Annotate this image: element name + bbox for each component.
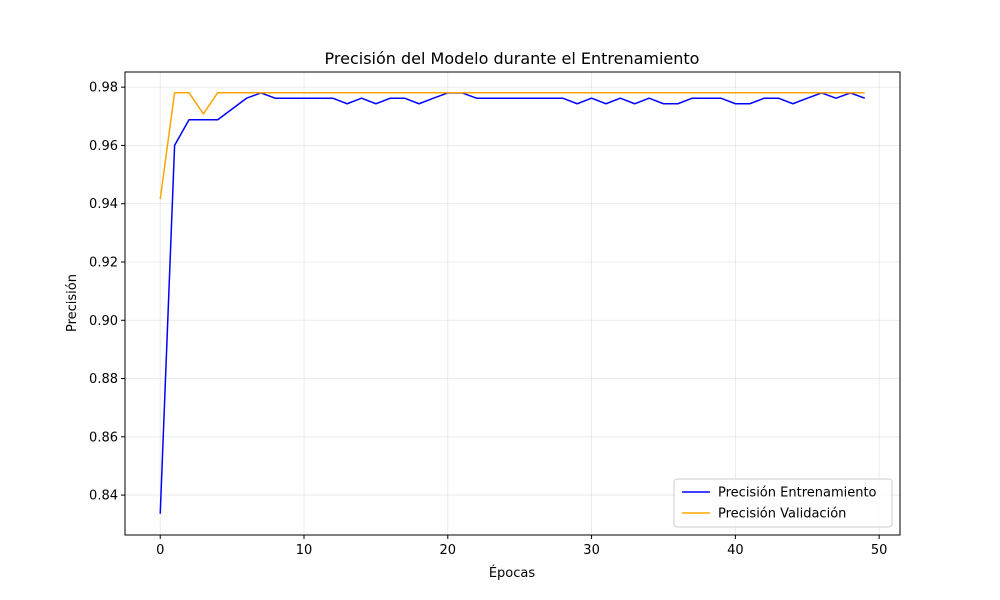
y-tick-label: 0.88 <box>89 372 118 387</box>
x-tick-label: 50 <box>871 543 888 558</box>
series-line-2 <box>159 91 865 200</box>
y-tick-label: 0.98 <box>89 81 118 96</box>
x-tick-label: 10 <box>296 543 313 558</box>
x-tick-label: 30 <box>583 543 600 558</box>
x-tick-label: 20 <box>440 543 457 558</box>
series-line-1 <box>159 92 866 514</box>
legend: Precisión Entrenamiento Precisión Validac… <box>673 478 893 528</box>
x-axis-label: Épocas <box>489 565 536 581</box>
x-tick-label: 40 <box>727 543 744 558</box>
y-tick-label: 0.86 <box>89 430 118 445</box>
y-tick-label: 0.92 <box>89 255 118 270</box>
series-layer <box>159 91 866 514</box>
y-axis-label: Precisión <box>65 274 80 332</box>
grid-lines <box>125 72 900 535</box>
y-tick-label: 0.96 <box>89 139 118 154</box>
y-tick-label: 0.84 <box>89 489 118 504</box>
y-tick-label: 0.90 <box>89 314 118 329</box>
legend-label-1: Precisión Entrenamiento <box>718 486 877 501</box>
axes-frame <box>124 71 901 536</box>
legend-label-2: Precisión Validación <box>718 507 846 522</box>
x-tick-label: 0 <box>156 543 164 558</box>
chart-title: Precisión del Modelo durante el Entrenam… <box>325 49 700 68</box>
y-tick-label: 0.94 <box>89 197 118 212</box>
ticks: 0 10 20 30 40 50 0.84 0.86 0.88 0.90 0.92 0.94 0.96 0… <box>89 81 887 558</box>
legend-box <box>673 478 893 528</box>
